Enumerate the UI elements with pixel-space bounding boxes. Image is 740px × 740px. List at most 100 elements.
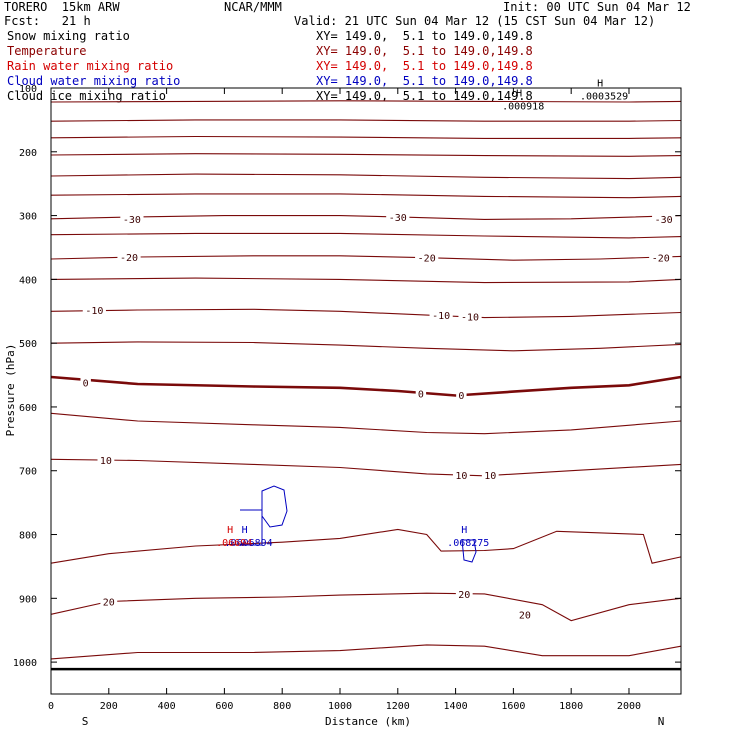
- contour-label-bg: [117, 251, 141, 264]
- max-value: .0003529: [580, 91, 628, 102]
- contour-label: 20: [103, 598, 115, 609]
- x-tick-label: 1400: [444, 701, 468, 712]
- max-marker: H: [597, 78, 603, 89]
- temperature-contour: [50, 153, 682, 157]
- plot-border: [50, 87, 682, 695]
- contour-label: -20: [652, 254, 670, 265]
- contour-label: -30: [389, 213, 407, 224]
- temperature-contour: [50, 193, 682, 199]
- max-value: .000918: [502, 102, 544, 113]
- temperature-contours: [50, 100, 682, 660]
- temperature-contour: [50, 255, 682, 261]
- contour-label: -30: [123, 215, 141, 226]
- max-marker: H: [461, 525, 467, 536]
- contour-label-bg: [100, 595, 118, 608]
- contour-label-bg: [80, 376, 91, 389]
- contour-label-bg: [97, 453, 115, 466]
- temperature-contour: [50, 308, 682, 319]
- contour-label: -10: [461, 312, 479, 323]
- contour-label: 10: [455, 471, 467, 482]
- x-tick-label: 0: [48, 701, 54, 712]
- max-marker: H: [516, 89, 522, 100]
- contour-label: -30: [655, 215, 673, 226]
- endpoint-left: S: [82, 715, 89, 728]
- temperature-contour: [50, 119, 682, 122]
- field-legend-snow: Snow mixing ratio: [7, 29, 130, 43]
- temperature-contour: [50, 135, 682, 139]
- endpoint-right: N: [658, 715, 665, 728]
- y-tick-label: 400: [19, 275, 37, 286]
- temperature-contour: [50, 592, 682, 622]
- field-xy-cloud-ice: XY= 149.0, 5.1 to 149.0,149.8: [316, 89, 533, 103]
- y-tick-label: 200: [19, 148, 37, 159]
- contour-label-bg: [386, 210, 410, 223]
- header-valid: Valid: 21 UTC Sun 04 Mar 12 (15 CST Sun …: [294, 14, 656, 28]
- plot-frame: [50, 87, 682, 695]
- contour-label-bg: [415, 251, 439, 264]
- x-tick-label: 1600: [501, 701, 525, 712]
- x-tick-label: 800: [273, 701, 291, 712]
- field-xy-snow: XY= 149.0, 5.1 to 149.0,149.8: [316, 29, 533, 43]
- contour-label-bg: [516, 608, 534, 621]
- field-legend-cloud-ice: Cloud ice mixing ratio: [7, 89, 166, 103]
- maxima-markers: H .068275 H .0606894 H .06694 H .000918 H .000352…: [216, 78, 628, 563]
- header-model: TORERO 15km ARW: [4, 0, 120, 14]
- max-value: .0606894: [225, 538, 273, 549]
- y-tick-label: 300: [19, 212, 37, 223]
- temperature-contour: [50, 458, 682, 477]
- max-value: .06694: [216, 538, 252, 549]
- y-tick-label: 500: [19, 339, 37, 350]
- contour-label-bg: [452, 469, 470, 482]
- temperature-contour: [50, 215, 682, 220]
- temperature-contour: [50, 100, 682, 103]
- cloud-water-contour: [261, 485, 288, 528]
- contour-label-bg: [429, 309, 453, 322]
- temperature-contour: [50, 173, 682, 180]
- y-tick-label: 100: [19, 84, 37, 95]
- temperature-contour: [50, 341, 682, 352]
- contour-label: 0: [458, 391, 464, 402]
- y-tick-label: 800: [19, 531, 37, 542]
- max-marker: H: [227, 525, 233, 536]
- contour-label: 10: [484, 471, 496, 482]
- x-tick-label: 200: [100, 701, 118, 712]
- contour-label-bg: [481, 469, 499, 482]
- x-tick-label: 400: [158, 701, 176, 712]
- x-axis-label: Distance (km): [325, 715, 411, 728]
- contour-label-bg: [458, 310, 482, 323]
- contour-label: 0: [418, 390, 424, 401]
- temperature-contour: [50, 644, 682, 660]
- max-value: .068275: [447, 538, 489, 549]
- cloud-water-contour: [240, 509, 263, 546]
- field-legend-rain: Rain water mixing ratio: [7, 59, 174, 73]
- contour-label-bg: [652, 212, 676, 225]
- y-tick-label: 900: [19, 594, 37, 605]
- temperature-contour: [50, 375, 682, 397]
- header-fcst: Fcst: 21 h: [4, 14, 91, 28]
- field-xy-temperature: XY= 149.0, 5.1 to 149.0,149.8: [316, 44, 533, 58]
- x-tick-label: 1200: [386, 701, 410, 712]
- temperature-contour: [50, 528, 682, 564]
- x-tick-label: 600: [215, 701, 233, 712]
- y-tick-label: 700: [19, 467, 37, 478]
- contour-label: 20: [458, 590, 470, 601]
- contour-label: 10: [100, 456, 112, 467]
- x-tick-label: 1000: [328, 701, 352, 712]
- field-xy-cloud-water: XY= 149.0, 5.1 to 149.0,149.8: [316, 74, 533, 88]
- contour-label-bg: [455, 587, 473, 600]
- contour-label: -20: [120, 253, 138, 264]
- header-center: NCAR/MMM: [224, 0, 282, 14]
- contour-label-bg: [120, 212, 144, 225]
- contour-label-bg: [82, 303, 106, 316]
- contour-label-bg: [415, 387, 427, 400]
- axis-ticks: 0 200 400 600 800 1000 1200 1400 1600 1800 2000100…: [13, 84, 681, 712]
- temperature-contour: [50, 232, 682, 239]
- field-legend-cloud-water: Cloud water mixing ratio: [7, 74, 181, 88]
- header-init: Init: 00 UTC Sun 04 Mar 12: [503, 0, 691, 14]
- contour-label: -20: [418, 254, 436, 265]
- temperature-contour: [50, 412, 682, 435]
- contour-label: 20: [519, 610, 531, 621]
- y-axis-label: Pressure (hPa): [4, 344, 17, 437]
- contour-label: 0: [83, 379, 89, 390]
